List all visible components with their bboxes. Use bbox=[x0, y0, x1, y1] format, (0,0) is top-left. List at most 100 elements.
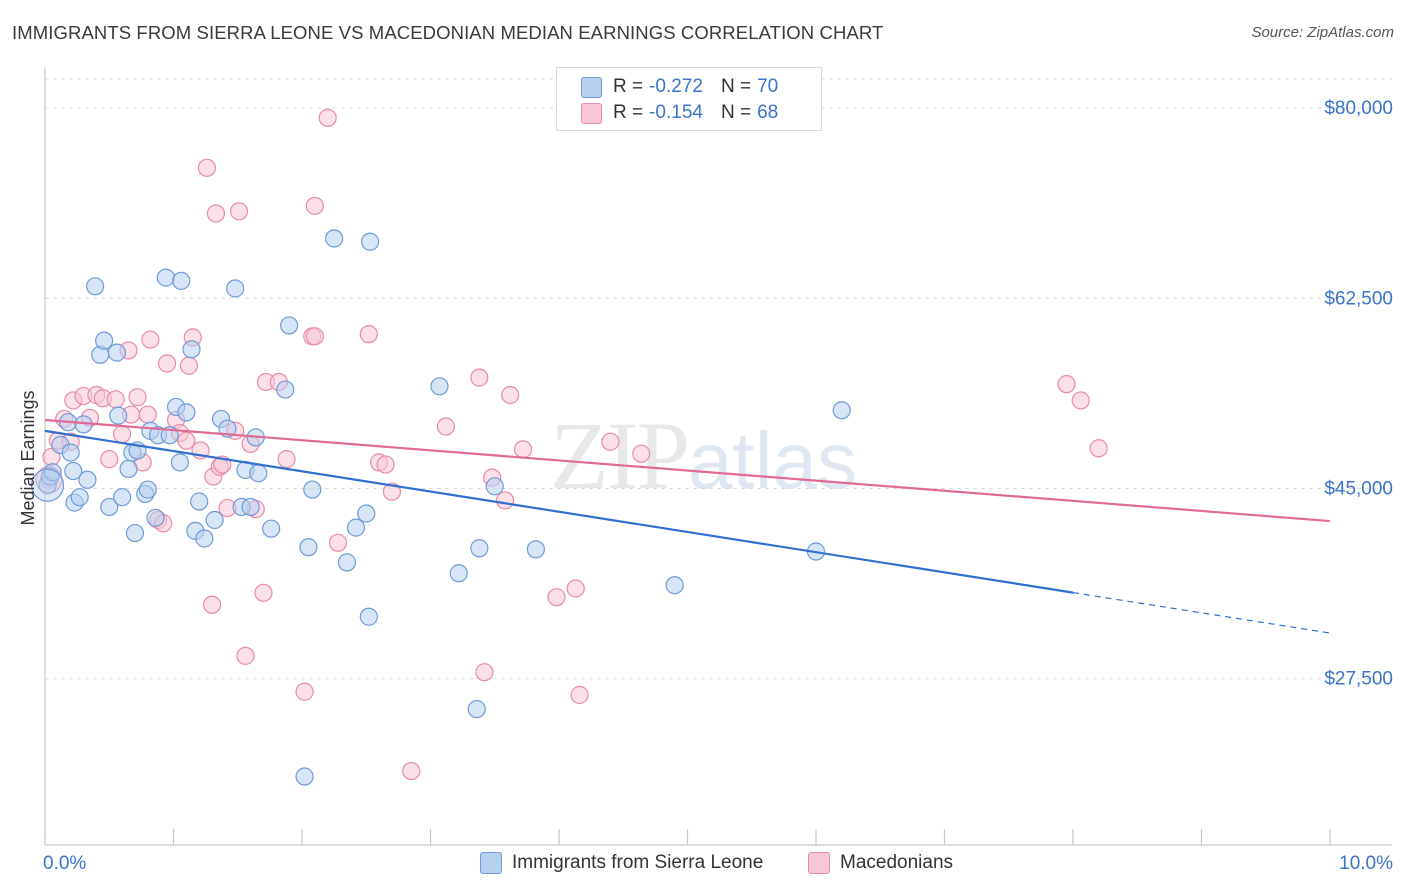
sierra-leone-point bbox=[86, 277, 105, 296]
macedonians-point bbox=[106, 390, 125, 409]
sierra-leone-point bbox=[665, 576, 684, 595]
sierra-leone-point bbox=[78, 470, 97, 489]
macedonians-point bbox=[402, 761, 421, 781]
sierra-leone-point bbox=[449, 564, 468, 583]
sierra-leone-point bbox=[361, 232, 380, 251]
y-tick-label: $27,500 bbox=[1324, 669, 1393, 690]
y-tick-label: $62,500 bbox=[1324, 288, 1393, 309]
sierra-leone-point bbox=[359, 607, 378, 626]
bottom-legend-label: Macedonians bbox=[840, 852, 954, 873]
sierra-leone-point bbox=[205, 510, 224, 530]
macedonians-point bbox=[376, 455, 395, 474]
macedonians-point bbox=[495, 491, 515, 510]
macedonians-point bbox=[547, 588, 566, 607]
sierra-leone-point bbox=[30, 468, 65, 502]
sierra-leone-point bbox=[526, 540, 545, 559]
macedonians-point bbox=[305, 327, 324, 346]
axis-labels: $80,000 $62,500 $45,000 $27,500 0.0% 10.0% Med… bbox=[18, 98, 1393, 874]
legend-n-value: 68 bbox=[757, 102, 779, 123]
y-axis-title: Median Earnings bbox=[18, 390, 38, 525]
sierra-leone-point bbox=[262, 519, 281, 538]
macedonians-point bbox=[100, 450, 119, 469]
macedonians-points bbox=[35, 108, 1108, 781]
macedonians-point bbox=[236, 646, 255, 665]
watermark-atlas: atlas bbox=[688, 416, 857, 505]
legend-r-value: -0.272 bbox=[649, 76, 703, 97]
chart-title: IMMIGRANTS FROM SIERRA LEONE VS MACEDONI… bbox=[12, 22, 884, 43]
macedonians-point bbox=[157, 354, 177, 373]
sierra-leone-point bbox=[156, 268, 175, 287]
macedonians-point bbox=[138, 405, 157, 424]
sierra-leone-point bbox=[170, 453, 190, 472]
sierra-leone-point bbox=[100, 497, 119, 517]
gridlines bbox=[45, 78, 1392, 680]
macedonians-point bbox=[513, 440, 533, 459]
legend-n-label: N = bbox=[720, 76, 752, 97]
legend-row-macedonians: R = -0.154 N = 68 bbox=[581, 101, 779, 125]
legend-r-value: -0.154 bbox=[649, 102, 703, 123]
sierra-leone-point bbox=[107, 343, 127, 362]
sierra-leone-point bbox=[109, 406, 128, 425]
macedonians-point bbox=[202, 595, 222, 614]
sierra-leone-point bbox=[177, 403, 196, 422]
sierra-leone-point bbox=[241, 497, 260, 517]
legend-r-label: R = bbox=[613, 76, 644, 97]
sierra-leone-point bbox=[430, 377, 449, 396]
trend-lines bbox=[44, 418, 1331, 634]
macedonians-point bbox=[141, 330, 160, 349]
bottom-legend-label: Immigrants from Sierra Leone bbox=[512, 852, 764, 873]
axes bbox=[44, 68, 1392, 846]
macedonians-point bbox=[436, 417, 456, 436]
macedonians-point bbox=[1057, 375, 1076, 394]
macedonians-point bbox=[229, 202, 249, 221]
macedonians-point bbox=[601, 432, 620, 451]
sierra-leone-point bbox=[485, 477, 504, 496]
macedonians-point bbox=[566, 579, 585, 598]
bottom-legend-swatch-pink bbox=[808, 852, 830, 874]
sierra-leone-point bbox=[43, 463, 62, 482]
y-tick-label: $80,000 bbox=[1324, 98, 1393, 119]
sierra-leone-trend-line bbox=[44, 429, 1074, 594]
sierra-leone-point bbox=[95, 331, 114, 350]
sierra-leone-point bbox=[195, 529, 214, 548]
macedonians-point bbox=[254, 583, 273, 602]
sierra-leone-trend-extension bbox=[1072, 592, 1331, 634]
macedonians-point bbox=[570, 685, 589, 705]
macedonians-point bbox=[305, 196, 324, 215]
sierra-leone-point bbox=[182, 340, 201, 359]
macedonians-point bbox=[470, 368, 489, 387]
macedonians-point bbox=[1089, 439, 1108, 458]
sierra-leone-point bbox=[64, 461, 83, 481]
watermark-zip: ZIP bbox=[550, 402, 690, 509]
sierra-leone-point bbox=[325, 229, 344, 248]
sierra-leone-point bbox=[303, 480, 322, 499]
macedonians-point bbox=[206, 204, 226, 223]
correlation-legend: R = -0.272 N = 70 R = -0.154 N = 68 bbox=[556, 67, 822, 131]
sierra-leone-point bbox=[832, 401, 851, 420]
sierra-leone-point bbox=[226, 279, 245, 298]
sierra-leone-point bbox=[467, 700, 486, 719]
sierra-leone-point bbox=[190, 492, 209, 511]
macedonians-point bbox=[128, 388, 147, 407]
watermark: ZIPatlas bbox=[550, 400, 857, 511]
bottom-legend-swatch-blue bbox=[480, 852, 502, 874]
y-tick-label: $45,000 bbox=[1324, 478, 1393, 499]
macedonians-point bbox=[501, 385, 520, 405]
sierra-leone-point bbox=[70, 488, 89, 507]
sierra-leone-point bbox=[112, 488, 132, 507]
x-tick-label: 10.0% bbox=[1339, 853, 1393, 874]
sierra-leone-point bbox=[357, 504, 376, 523]
bottom-legend-sierra-leone: Immigrants from Sierra Leone bbox=[480, 852, 763, 874]
macedonians-point bbox=[328, 533, 348, 552]
sierra-leone-point bbox=[470, 539, 489, 558]
legend-swatch-blue bbox=[581, 76, 602, 98]
macedonians-point bbox=[1071, 391, 1090, 410]
sierra-leone-points bbox=[30, 229, 851, 786]
macedonians-point bbox=[318, 108, 337, 127]
macedonians-point bbox=[632, 444, 651, 463]
sierra-leone-point bbox=[280, 316, 299, 335]
legend-row-sierra-leone: R = -0.272 N = 70 bbox=[581, 75, 778, 99]
macedonians-point bbox=[382, 482, 402, 501]
macedonians-point bbox=[475, 663, 494, 682]
